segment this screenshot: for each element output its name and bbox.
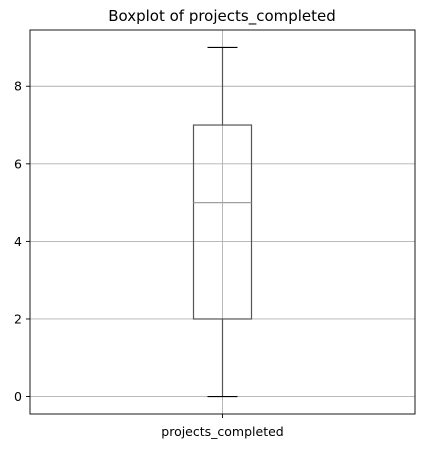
y-tick-label: 0 bbox=[14, 389, 22, 404]
x-tick-label: projects_completed bbox=[161, 424, 283, 439]
x-axis: projects_completed bbox=[161, 414, 284, 439]
y-axis: 0 2 4 6 8 bbox=[14, 79, 30, 404]
y-tick-label: 2 bbox=[14, 311, 22, 326]
y-tick-label: 8 bbox=[14, 79, 22, 94]
boxes bbox=[192, 46, 253, 398]
chart-title: Boxplot of projects_completed bbox=[108, 7, 336, 26]
y-tick-label: 6 bbox=[14, 156, 22, 171]
box-iqr bbox=[192, 124, 253, 320]
y-tick-label: 4 bbox=[14, 234, 22, 249]
